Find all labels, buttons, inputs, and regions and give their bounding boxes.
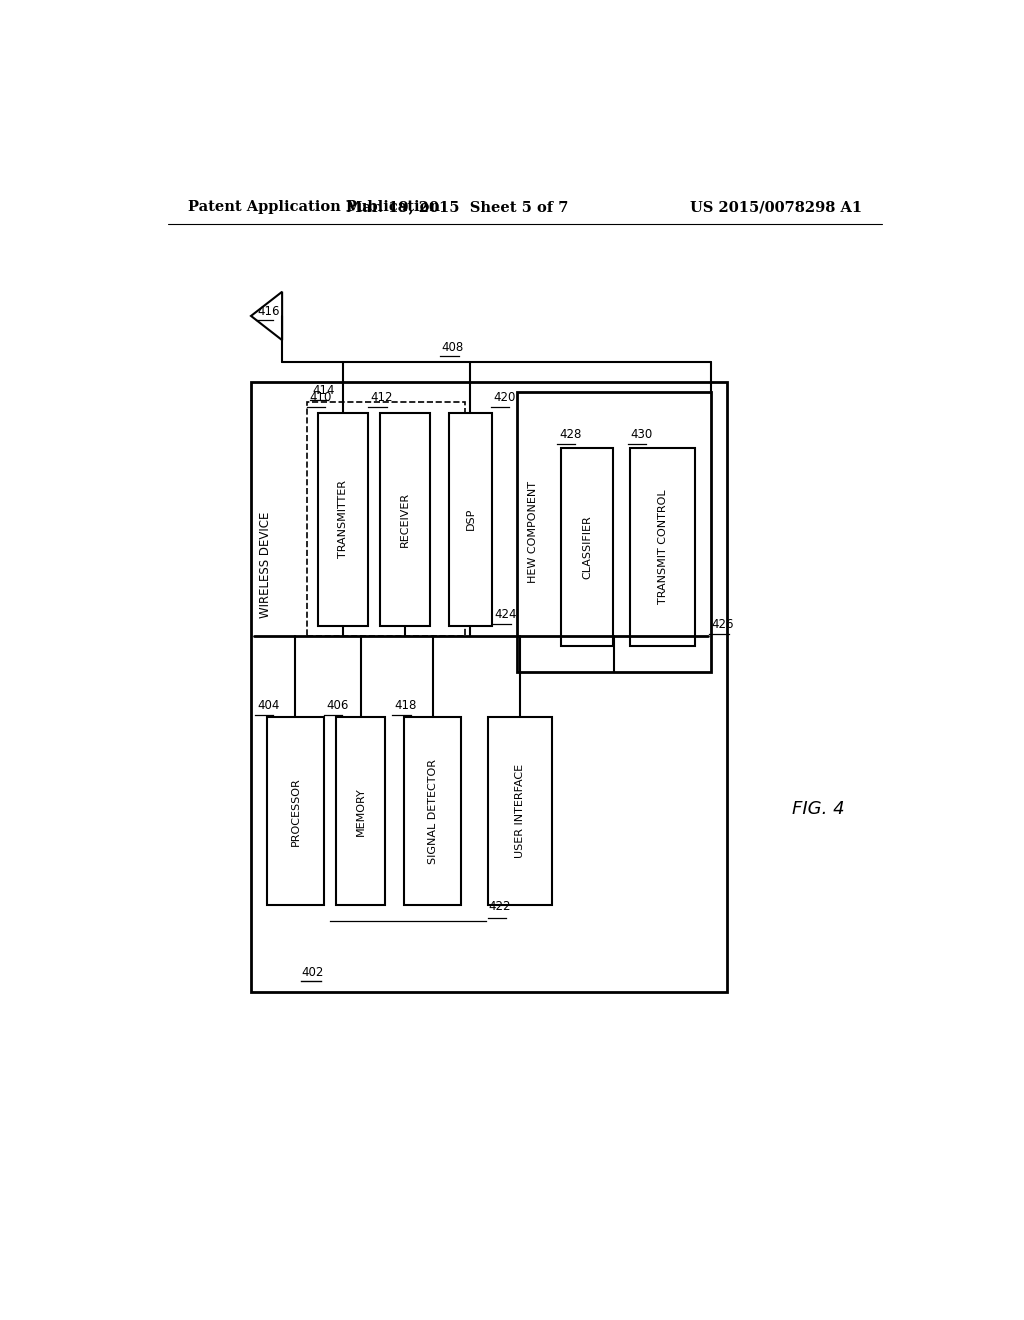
Text: TRANSMIT CONTROL: TRANSMIT CONTROL	[657, 490, 668, 605]
Text: 420: 420	[494, 391, 515, 404]
Text: Mar. 19, 2015  Sheet 5 of 7: Mar. 19, 2015 Sheet 5 of 7	[346, 201, 568, 214]
Text: 412: 412	[371, 391, 393, 404]
Text: 418: 418	[394, 700, 417, 713]
Text: 430: 430	[631, 428, 652, 441]
Text: 410: 410	[309, 391, 332, 404]
Text: 406: 406	[327, 700, 349, 713]
Bar	[561, 447, 613, 647]
Text: USER INTERFACE: USER INTERFACE	[515, 764, 525, 858]
Bar	[449, 412, 493, 626]
Text: Patent Application Publication: Patent Application Publication	[187, 201, 439, 214]
Text: WIRELESS DEVICE: WIRELESS DEVICE	[259, 512, 271, 618]
Bar	[306, 403, 465, 636]
Text: MEMORY: MEMORY	[355, 787, 366, 836]
Bar	[251, 381, 727, 991]
Bar	[336, 718, 385, 906]
Text: PROCESSOR: PROCESSOR	[291, 777, 300, 846]
Text: 426: 426	[712, 618, 734, 631]
Text: SIGNAL DETECTOR: SIGNAL DETECTOR	[428, 759, 437, 863]
Bar	[488, 718, 552, 906]
Bar	[517, 392, 712, 672]
Text: 424: 424	[495, 609, 517, 620]
Text: 428: 428	[559, 428, 582, 441]
Bar	[267, 718, 324, 906]
Text: 422: 422	[488, 899, 511, 912]
Text: HEW COMPONENT: HEW COMPONENT	[527, 482, 538, 583]
Text: TRANSMITTER: TRANSMITTER	[338, 480, 348, 558]
Bar	[380, 412, 430, 626]
Text: 404: 404	[257, 700, 280, 713]
Bar	[318, 412, 368, 626]
Text: US 2015/0078298 A1: US 2015/0078298 A1	[690, 201, 862, 214]
Text: DSP: DSP	[466, 508, 475, 531]
Text: RECEIVER: RECEIVER	[400, 491, 410, 546]
Text: 414: 414	[312, 384, 335, 397]
Text: CLASSIFIER: CLASSIFIER	[582, 515, 592, 579]
Text: 408: 408	[441, 341, 464, 354]
Bar	[404, 718, 461, 906]
Text: 402: 402	[301, 966, 324, 978]
Text: FIG. 4: FIG. 4	[793, 800, 845, 818]
Text: 416: 416	[257, 305, 280, 318]
Bar	[631, 447, 695, 647]
